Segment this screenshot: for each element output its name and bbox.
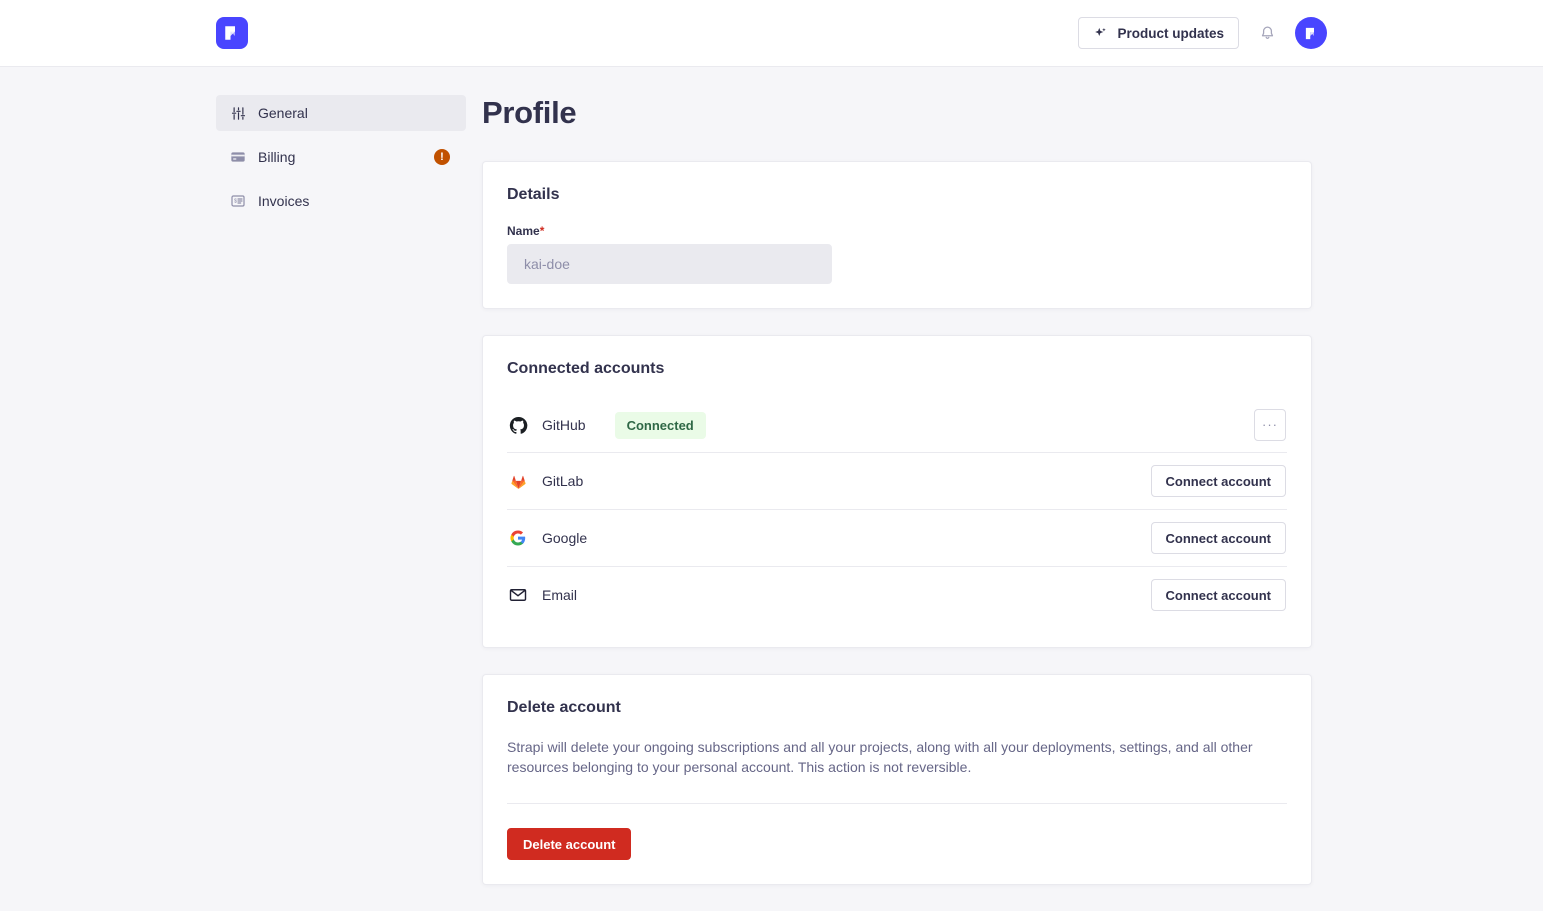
delete-account-button[interactable]: Delete account xyxy=(507,828,632,860)
sidebar-item-general[interactable]: General xyxy=(216,95,466,131)
product-updates-button[interactable]: Product updates xyxy=(1078,17,1239,49)
bell-icon[interactable] xyxy=(1255,21,1279,45)
account-name-github: GitHub xyxy=(542,417,586,433)
account-name-google: Google xyxy=(542,530,588,546)
settings-sidebar: General Billing ! $ xyxy=(216,95,482,911)
sidebar-item-invoices[interactable]: $ Invoices xyxy=(216,183,466,219)
connected-accounts-title: Connected accounts xyxy=(507,360,665,377)
required-marker: * xyxy=(539,224,545,238)
delete-account-card: Delete account Strapi will delete your o… xyxy=(482,674,1312,885)
account-row-google: Google Connect account xyxy=(507,509,1287,566)
top-bar: Product updates xyxy=(0,0,1543,67)
account-row-gitlab: GitLab Connect account xyxy=(507,452,1287,509)
delete-account-description: Strapi will delete your ongoing subscrip… xyxy=(507,739,1253,775)
page-title: Profile xyxy=(482,95,577,130)
sidebar-item-billing-label: Billing xyxy=(258,149,296,165)
account-row-email: Email Connect account xyxy=(507,566,1287,623)
name-input[interactable] xyxy=(507,244,832,284)
envelope-icon xyxy=(508,585,528,605)
receipt-icon: $ xyxy=(230,193,246,209)
sidebar-item-general-label: General xyxy=(258,105,308,121)
product-updates-label: Product updates xyxy=(1117,25,1224,41)
delete-account-title: Delete account xyxy=(507,699,621,716)
google-icon xyxy=(508,528,528,548)
name-field-label: Name* xyxy=(507,224,1287,238)
connect-account-button-google[interactable]: Connect account xyxy=(1150,522,1286,554)
sliders-icon xyxy=(230,105,246,121)
account-action-google: Connect account xyxy=(1150,522,1286,554)
github-more-options-button[interactable]: ··· xyxy=(1254,409,1286,441)
strapi-logo-icon[interactable] xyxy=(216,17,248,49)
sidebar-item-invoices-label: Invoices xyxy=(258,193,310,209)
github-icon xyxy=(508,415,528,435)
delete-card-divider xyxy=(507,803,1287,804)
connected-accounts-card: Connected accounts GitHub Connected ··· xyxy=(482,335,1312,648)
account-name-gitlab: GitLab xyxy=(542,473,584,489)
account-action-email: Connect account xyxy=(1150,579,1286,611)
billing-warning-badge: ! xyxy=(434,149,450,165)
connect-account-button-gitlab[interactable]: Connect account xyxy=(1150,465,1286,497)
gitlab-icon xyxy=(508,471,528,491)
name-label-text: Name xyxy=(507,224,540,238)
account-row-github: GitHub Connected ··· xyxy=(507,398,1287,452)
sidebar-item-billing[interactable]: Billing ! xyxy=(216,139,466,175)
status-badge-github: Connected xyxy=(614,411,706,439)
connect-account-button-email[interactable]: Connect account xyxy=(1150,579,1286,611)
account-action-github: ··· xyxy=(1254,409,1286,441)
account-name-email: Email xyxy=(542,587,578,603)
details-card: Details Name* xyxy=(482,161,1312,309)
page-body: General Billing ! $ xyxy=(0,67,1543,911)
details-card-title: Details xyxy=(507,186,560,203)
svg-text:$: $ xyxy=(234,199,237,205)
sparkle-icon xyxy=(1093,26,1108,41)
top-bar-actions: Product updates xyxy=(1078,17,1327,49)
user-avatar-strapi-icon[interactable] xyxy=(1295,17,1327,49)
account-action-gitlab: Connect account xyxy=(1150,465,1286,497)
credit-card-icon xyxy=(230,149,246,165)
main-content: Profile Details Name* Connected accounts xyxy=(482,95,1312,911)
